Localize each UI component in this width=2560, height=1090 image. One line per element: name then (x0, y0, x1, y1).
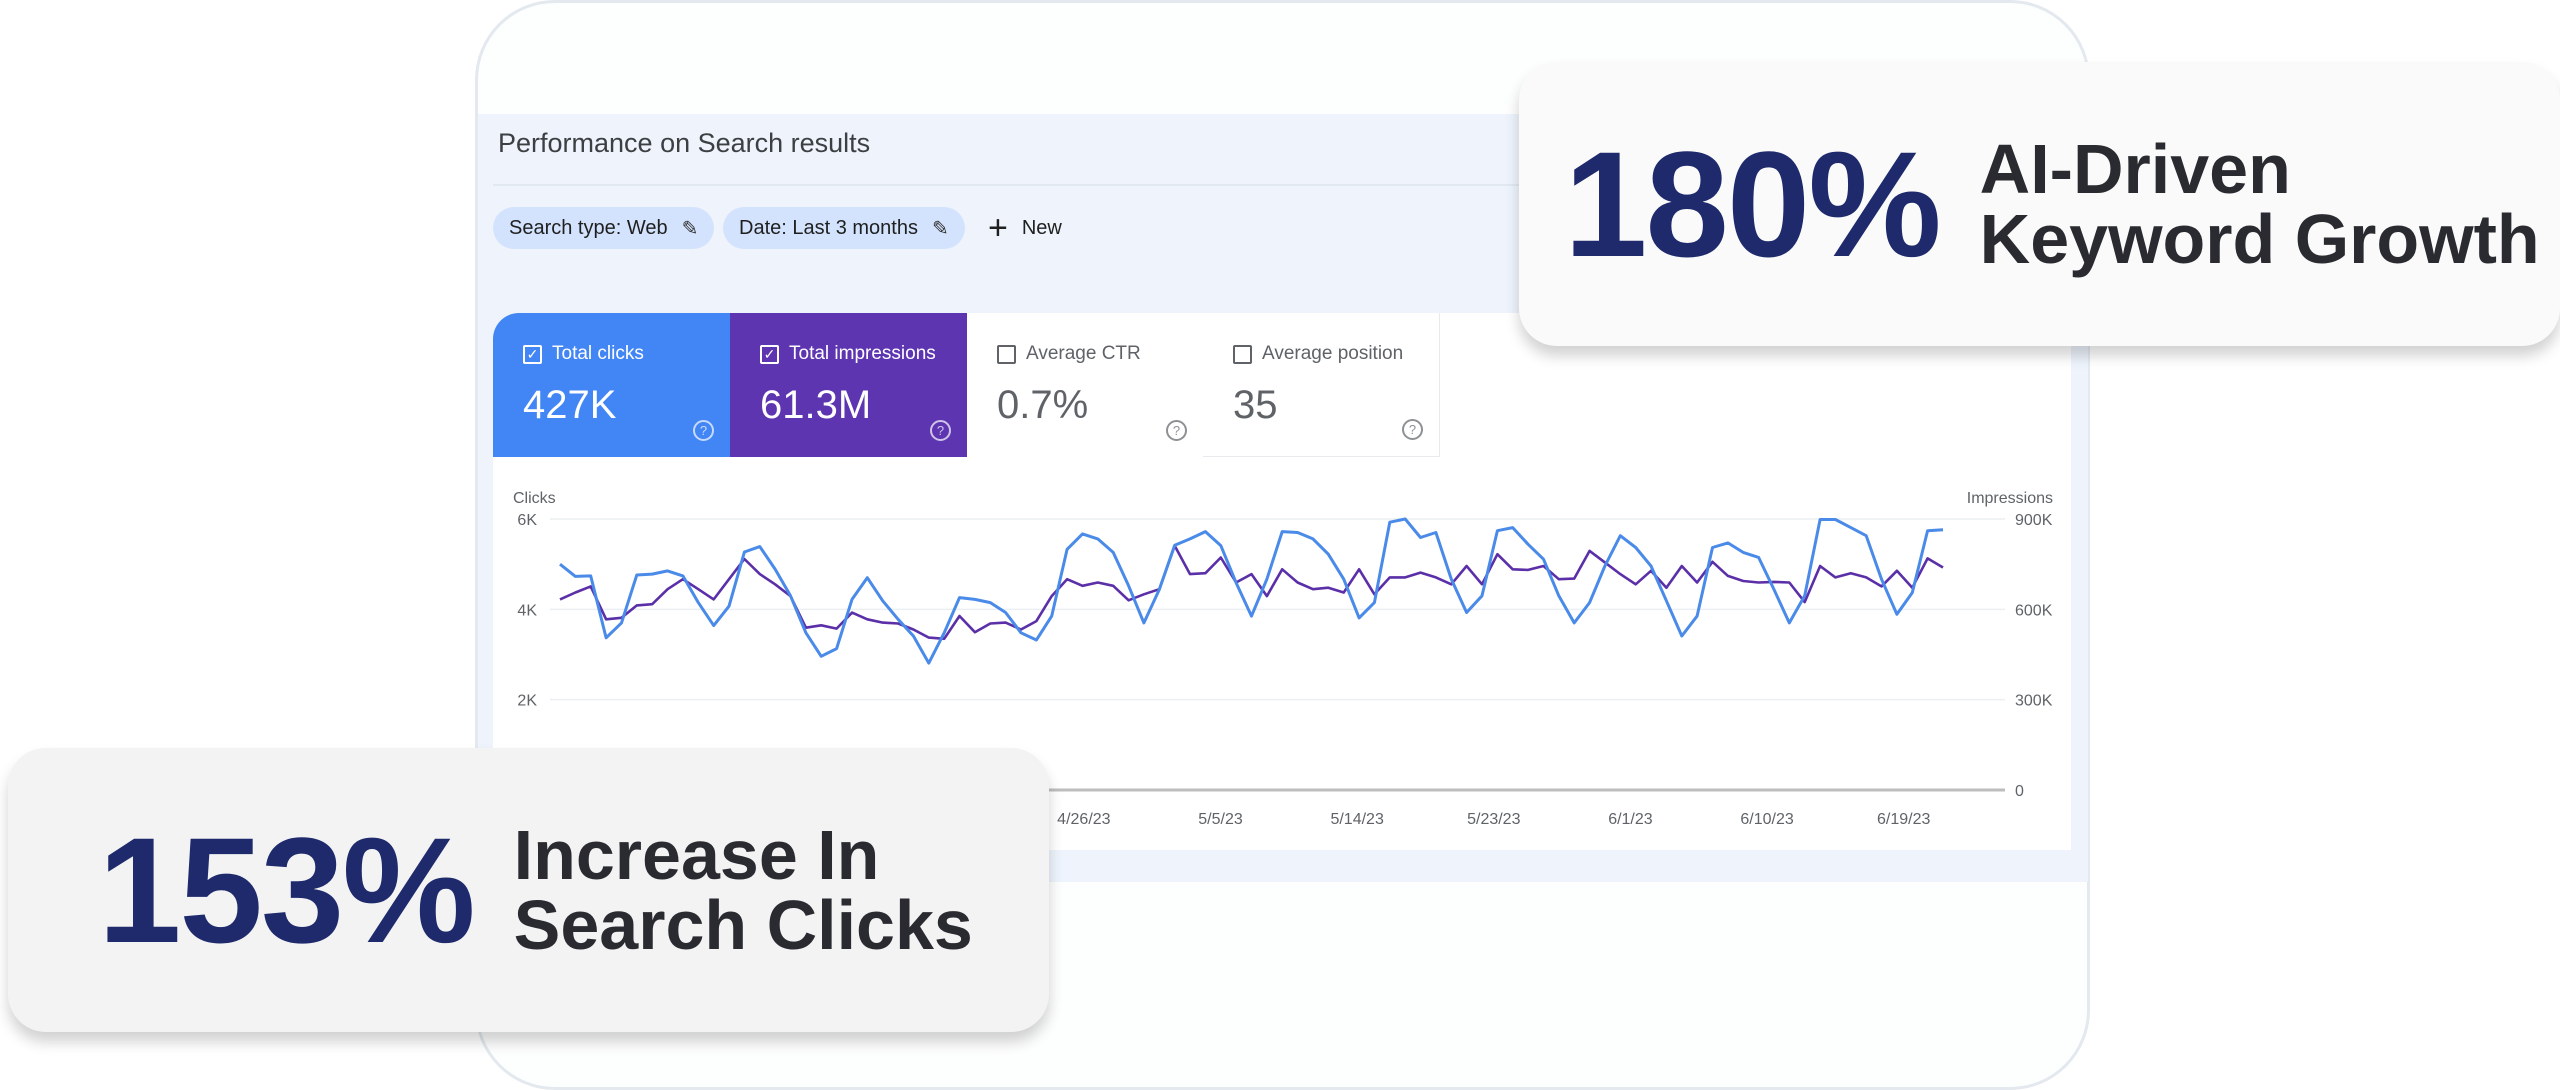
stat-line2: Keyword Growth (1979, 200, 2540, 278)
metric-label: Total impressions (789, 343, 936, 364)
left-tick-label: 4K (517, 602, 537, 619)
checkbox-unchecked-icon[interactable] (997, 344, 1016, 364)
help-icon[interactable]: ? (1402, 419, 1423, 440)
metric-card-total-impressions[interactable]: ✓ Total impressions 61.3M ? (730, 313, 967, 457)
pencil-icon: ✎ (931, 217, 949, 240)
metric-label: Average position (1262, 343, 1404, 364)
metric-label: Average CTR (1026, 343, 1141, 364)
checkbox-checked-icon[interactable]: ✓ (760, 344, 779, 364)
checkbox-checked-icon[interactable]: ✓ (523, 344, 542, 364)
pencil-icon: ✎ (681, 217, 699, 240)
metric-card-average-position[interactable]: Average position 35 ? (1203, 313, 1440, 457)
plus-icon: + (988, 209, 1008, 247)
right-tick-label: 300K (2015, 693, 2053, 710)
left-axis-title: Clicks (513, 490, 556, 507)
x-tick-label: 5/23/23 (1467, 811, 1520, 828)
right-tick-label: 0 (2015, 783, 2024, 800)
stat-percent: 180% (1564, 120, 1942, 288)
stat-percent: 153% (98, 806, 476, 974)
stat-badge-search-clicks: 153% Increase In Search Clicks (8, 748, 1049, 1032)
metric-value: 0.7% (997, 383, 1089, 427)
page-title: Performance on Search results (498, 128, 871, 158)
x-tick-label: 6/19/23 (1877, 811, 1930, 828)
metric-value: 61.3M (760, 383, 872, 427)
filter-chip-date[interactable]: Date: Last 3 months ✎ (723, 207, 965, 249)
x-tick-label: 5/5/23 (1198, 811, 1243, 828)
x-tick-label: 4/26/23 (1057, 811, 1110, 828)
series-line-clicks (559, 517, 1944, 665)
left-tick-label: 2K (517, 693, 537, 710)
stat-line2: Search Clicks (513, 886, 973, 964)
stat-line1: AI-Driven (1979, 130, 2291, 208)
help-icon[interactable]: ? (693, 420, 714, 441)
x-tick-label: 6/10/23 (1740, 811, 1793, 828)
new-filter-button[interactable]: + New (988, 207, 1062, 249)
filter-chip-label: Date: Last 3 months (739, 216, 918, 239)
checkbox-unchecked-icon[interactable] (1233, 344, 1252, 364)
metric-card-average-ctr[interactable]: Average CTR 0.7% ? (967, 313, 1204, 457)
x-tick-label: 6/1/23 (1608, 811, 1653, 828)
stat-line1: Increase In (513, 816, 880, 894)
metric-label: Total clicks (552, 343, 644, 364)
divider (493, 184, 2088, 186)
metric-value: 427K (523, 383, 617, 427)
filter-chip-label: Search type: Web (509, 216, 668, 239)
right-tick-label: 900K (2015, 512, 2053, 529)
left-tick-label: 6K (517, 512, 537, 529)
metric-card-total-clicks[interactable]: ✓ Total clicks 427K ? (493, 313, 730, 457)
help-icon[interactable]: ? (930, 420, 951, 441)
filter-chip-search-type[interactable]: Search type: Web ✎ (493, 207, 715, 249)
stat-badge-keyword-growth: 180% AI-Driven Keyword Growth (1519, 62, 2560, 346)
x-tick-label: 5/14/23 (1330, 811, 1383, 828)
new-filter-label: New (1021, 216, 1062, 239)
right-axis-title: Impressions (1967, 490, 2053, 507)
help-icon[interactable]: ? (1166, 420, 1187, 441)
right-tick-label: 600K (2015, 602, 2053, 619)
metric-value: 35 (1233, 383, 1278, 427)
